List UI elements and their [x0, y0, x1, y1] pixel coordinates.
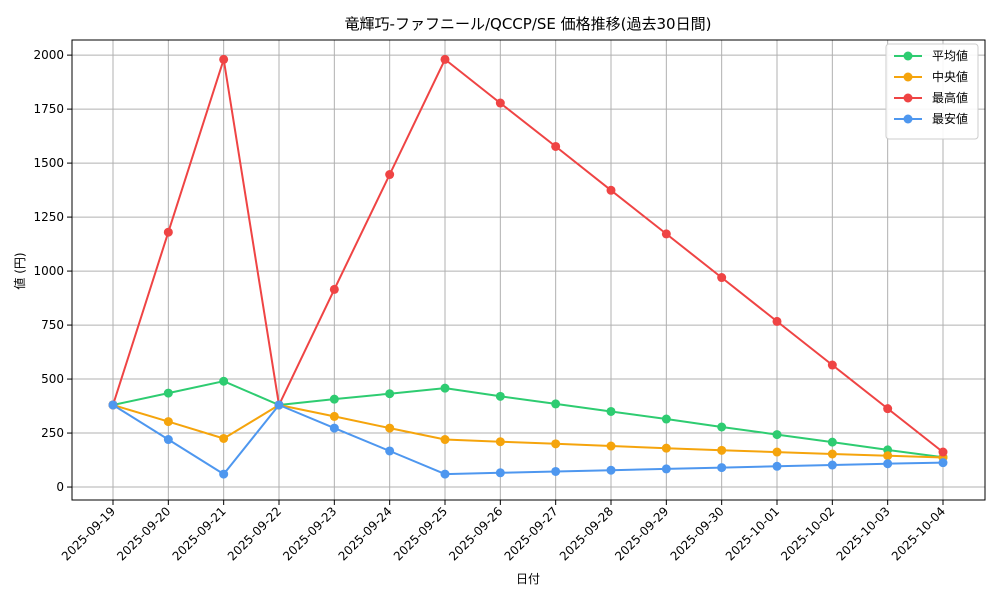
data-point: [495, 437, 505, 447]
data-point: [219, 433, 229, 443]
legend-marker: [903, 72, 913, 82]
data-point: [938, 458, 948, 468]
legend-item: 中央値: [894, 69, 968, 84]
data-point: [551, 399, 561, 409]
series: [108, 54, 948, 479]
data-point: [219, 376, 229, 386]
data-point: [385, 170, 395, 180]
legend-item: 最高値: [894, 90, 968, 105]
data-point: [661, 414, 671, 424]
series-line: [112, 404, 944, 476]
data-point: [661, 229, 671, 239]
legend-label: 平均値: [932, 48, 968, 63]
data-point: [772, 461, 782, 471]
data-point: [883, 404, 893, 414]
data-point: [606, 406, 616, 416]
series-line: [112, 404, 944, 459]
y-tick-label: 750: [41, 318, 64, 332]
legend-marker: [903, 51, 913, 61]
legend-label: 最高値: [932, 90, 968, 105]
y-axis-label: 値 (円): [12, 252, 27, 289]
data-point: [827, 460, 837, 470]
data-point: [717, 463, 727, 473]
legend-label: 中央値: [932, 69, 968, 84]
data-point: [219, 54, 229, 64]
series-line: [112, 380, 944, 459]
data-point: [329, 284, 339, 294]
data-point: [329, 411, 339, 421]
legend-marker: [903, 114, 913, 124]
data-point: [827, 360, 837, 370]
data-point: [495, 98, 505, 108]
data-point: [551, 141, 561, 151]
data-point: [827, 449, 837, 459]
plot-frame: [71, 39, 986, 501]
data-point: [772, 430, 782, 440]
y-tick-label: 250: [41, 426, 64, 440]
y-tick-label: 2000: [33, 48, 64, 62]
data-point: [163, 388, 173, 398]
data-point: [440, 54, 450, 64]
legend-label: 最安値: [932, 111, 968, 126]
data-point: [440, 383, 450, 393]
y-tick-label: 1750: [33, 102, 64, 116]
series-3: [108, 400, 948, 479]
data-point: [495, 391, 505, 401]
data-point: [440, 469, 450, 479]
data-point: [329, 394, 339, 404]
data-point: [717, 422, 727, 432]
data-point: [827, 437, 837, 447]
data-point: [661, 464, 671, 474]
data-point: [274, 400, 284, 410]
data-point: [883, 451, 893, 461]
y-tick-label: 500: [41, 372, 64, 386]
y-tick-label: 0: [56, 480, 64, 494]
legend-marker: [903, 93, 913, 103]
data-point: [329, 423, 339, 433]
data-point: [938, 447, 948, 457]
data-point: [495, 468, 505, 478]
data-point: [551, 466, 561, 476]
data-point: [163, 417, 173, 427]
chart-title: 竜輝巧-ファフニール/QCCP/SE 価格推移(過去30日間): [345, 15, 712, 33]
legend-item: 最安値: [894, 111, 968, 126]
x-axis-label: 日付: [516, 572, 540, 586]
series-line: [112, 58, 944, 453]
data-point: [772, 447, 782, 457]
data-point: [883, 459, 893, 469]
data-point: [717, 445, 727, 455]
data-point: [606, 185, 616, 195]
y-tick-label: 1000: [33, 264, 64, 278]
data-point: [108, 400, 118, 410]
y-tick-label: 1500: [33, 156, 64, 170]
data-point: [606, 441, 616, 451]
y-tick-label: 1250: [33, 210, 64, 224]
data-point: [717, 273, 727, 283]
data-point: [163, 227, 173, 237]
data-point: [551, 439, 561, 449]
data-point: [661, 443, 671, 453]
data-point: [440, 435, 450, 445]
data-point: [219, 469, 229, 479]
data-point: [606, 465, 616, 475]
data-point: [772, 316, 782, 326]
data-point: [385, 389, 395, 399]
legend-item: 平均値: [894, 48, 968, 63]
data-point: [385, 423, 395, 433]
data-point: [163, 435, 173, 445]
data-point: [385, 446, 395, 456]
